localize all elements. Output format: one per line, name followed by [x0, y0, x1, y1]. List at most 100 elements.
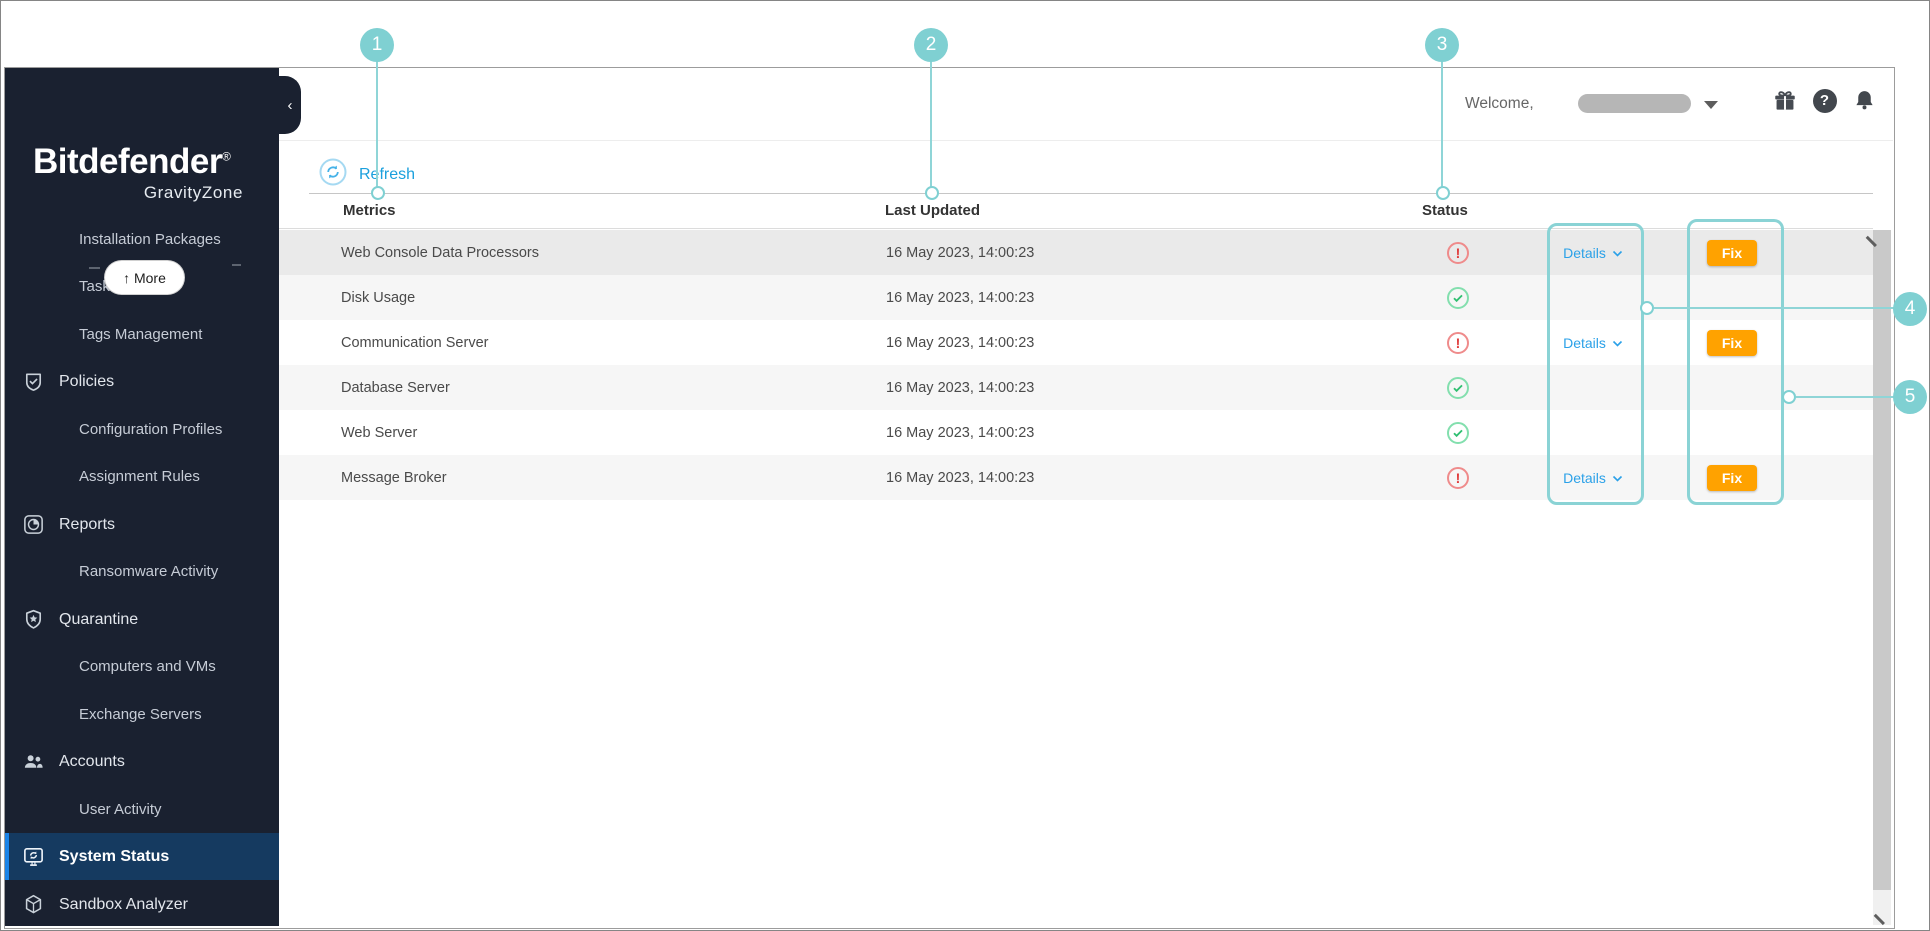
- ok-status-icon: [1447, 421, 1469, 444]
- brand-text: Bitdefender: [33, 142, 222, 181]
- fix-cell: Fix: [1707, 320, 1757, 365]
- sidebar-item-label: Accounts: [59, 752, 125, 770]
- status-cell: !: [1447, 320, 1469, 365]
- table-body: Web Console Data Processors 16 May 2023, …: [279, 230, 1873, 500]
- metric-name: Database Server: [341, 379, 450, 396]
- welcome-label: Welcome,: [1465, 95, 1534, 112]
- user-menu-caret-icon[interactable]: [1704, 101, 1718, 109]
- details-label: Details: [1563, 469, 1606, 486]
- question-mark-glyph: ?: [1812, 88, 1837, 113]
- callout-3-badge: 3: [1425, 28, 1459, 62]
- toolbar-divider: [309, 193, 1873, 194]
- sidebar-item-policies[interactable]: Policies: [5, 358, 279, 405]
- hidden-item-remnant: [232, 264, 241, 266]
- sidebar-item-installation-packages[interactable]: Installation Packages: [5, 216, 279, 263]
- sidebar-item-label: Configuration Profiles: [79, 421, 223, 438]
- callout-1-endpoint: [371, 186, 385, 200]
- sidebar-item-accounts[interactable]: Accounts: [5, 738, 279, 785]
- monitor-sync-icon: [21, 845, 45, 869]
- last-updated-value: 16 May 2023, 14:00:23: [886, 469, 1035, 486]
- table-row: Database Server 16 May 2023, 14:00:23: [279, 365, 1873, 410]
- chevron-down-icon: [1612, 335, 1623, 351]
- chevron-left-icon: ‹: [287, 96, 293, 114]
- callout-2-badge: 2: [914, 28, 948, 62]
- sidebar-item-ransomware-activity[interactable]: Ransomware Activity: [5, 548, 279, 595]
- brand-logo: Bitdefender®: [33, 142, 231, 182]
- details-label: Details: [1563, 334, 1606, 351]
- sidebar-item-sandbox-analyzer[interactable]: Sandbox Analyzer: [5, 881, 279, 928]
- fix-cell: Fix: [1707, 230, 1757, 275]
- notifications-bell-icon[interactable]: [1851, 87, 1878, 114]
- help-icon[interactable]: ?: [1811, 87, 1838, 114]
- status-cell: [1447, 275, 1469, 320]
- table-row: Disk Usage 16 May 2023, 14:00:23: [279, 275, 1873, 320]
- sidebar-item-label: Exchange Servers: [79, 706, 202, 723]
- sidebar-item-label: Tags Management: [79, 326, 203, 343]
- sidebar-item-exchange-servers[interactable]: Exchange Servers: [5, 691, 279, 738]
- sidebar-item-user-activity[interactable]: User Activity: [5, 786, 279, 833]
- sidebar-item-label: Sandbox Analyzer: [59, 895, 188, 913]
- ok-status-icon: [1447, 286, 1469, 309]
- pie-chart-icon: [21, 513, 45, 537]
- column-header-last-updated: Last Updated: [885, 202, 981, 219]
- sidebar-item-label: Installation Packages: [79, 231, 221, 248]
- sidebar-item-tags-management[interactable]: Tags Management: [5, 311, 279, 358]
- callout-3-endpoint: [1436, 186, 1450, 200]
- callout-4-line: [1654, 307, 1894, 309]
- callout-2-line: [930, 61, 932, 188]
- callout-1-line: [376, 61, 378, 188]
- vertical-scrollbar-thumb[interactable]: [1873, 230, 1891, 890]
- sidebar: Bitdefender® GravityZone ↑ More Installa…: [5, 68, 279, 926]
- metric-name: Disk Usage: [341, 289, 416, 306]
- fix-button[interactable]: Fix: [1707, 329, 1757, 356]
- ok-status-icon: [1447, 376, 1469, 399]
- table-row: Web Console Data Processors 16 May 2023, …: [279, 230, 1873, 275]
- fix-column-highlight-box: [1687, 219, 1784, 505]
- callout-5-line: [1796, 396, 1894, 398]
- sidebar-item-label: Assignment Rules: [79, 468, 200, 485]
- username-redacted[interactable]: [1578, 94, 1691, 113]
- last-updated-value: 16 May 2023, 14:00:23: [886, 379, 1035, 396]
- sidebar-item-system-status[interactable]: System Status: [5, 833, 279, 880]
- last-updated-value: 16 May 2023, 14:00:23: [886, 244, 1035, 261]
- sidebar-item-quarantine[interactable]: Quarantine: [5, 596, 279, 643]
- gift-icon[interactable]: [1771, 87, 1798, 114]
- chevron-down-icon: [1612, 470, 1623, 486]
- table-row: Message Broker 16 May 2023, 14:00:23! Deta…: [279, 455, 1873, 500]
- users-icon: [21, 750, 45, 774]
- status-cell: !: [1447, 455, 1469, 500]
- more-button[interactable]: ↑ More: [105, 261, 184, 294]
- metric-name: Communication Server: [341, 334, 489, 351]
- error-status-icon: !: [1447, 241, 1469, 264]
- metric-name: Web Console Data Processors: [341, 244, 539, 261]
- callout-4-endpoint: [1640, 301, 1654, 315]
- sidebar-item-label: Computers and VMs: [79, 658, 216, 675]
- details-column-highlight-box: [1547, 223, 1644, 505]
- callout-5-badge: 5: [1893, 380, 1927, 414]
- callout-1-badge: 1: [360, 28, 394, 62]
- fix-cell: Fix: [1707, 455, 1757, 500]
- fix-button[interactable]: Fix: [1707, 239, 1757, 266]
- details-label: Details: [1563, 244, 1606, 261]
- column-header-status: Status: [1422, 202, 1468, 219]
- last-updated-value: 16 May 2023, 14:00:23: [886, 289, 1035, 306]
- callout-4-badge: 4: [1893, 292, 1927, 326]
- sidebar-item-reports[interactable]: Reports: [5, 501, 279, 548]
- cube-icon: [21, 893, 45, 917]
- shield-check-icon: [21, 370, 45, 394]
- brand-registered-mark: ®: [221, 149, 231, 164]
- chevron-down-icon: [1612, 245, 1623, 261]
- refresh-button[interactable]: Refresh: [319, 158, 415, 191]
- metric-name: Web Server: [341, 424, 418, 441]
- sidebar-item-computers-and-vms[interactable]: Computers and VMs: [5, 643, 279, 690]
- table-row: Communication Server 16 May 2023, 14:00:2…: [279, 320, 1873, 365]
- sidebar-item-configuration-profiles[interactable]: Configuration Profiles: [5, 406, 279, 453]
- last-updated-value: 16 May 2023, 14:00:23: [886, 334, 1035, 351]
- sidebar-collapse-button[interactable]: ‹: [279, 76, 301, 134]
- metric-name: Message Broker: [341, 469, 447, 486]
- sidebar-item-assignment-rules[interactable]: Assignment Rules: [5, 453, 279, 500]
- sidebar-item-label: Ransomware Activity: [79, 563, 219, 580]
- status-cell: !: [1447, 230, 1469, 275]
- fix-button[interactable]: Fix: [1707, 464, 1757, 491]
